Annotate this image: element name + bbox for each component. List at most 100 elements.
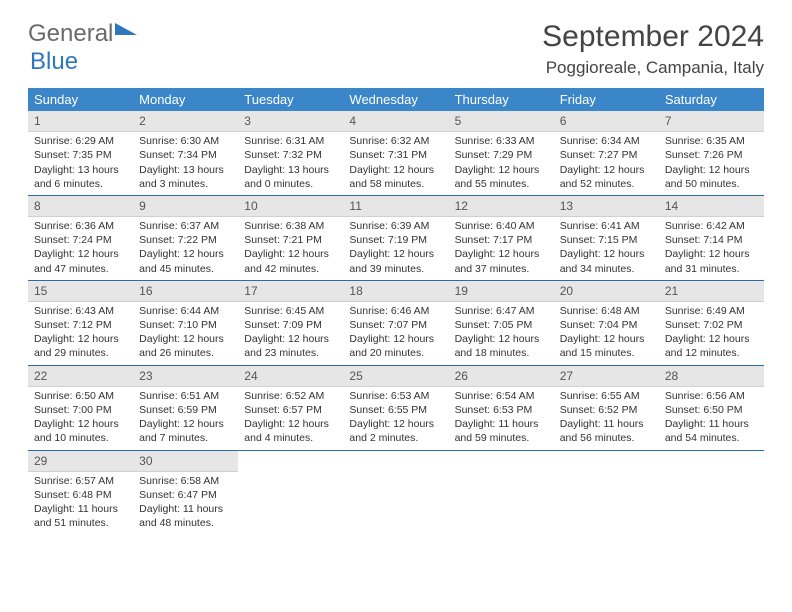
day-number: 8: [28, 196, 133, 217]
day-body: Sunrise: 6:55 AMSunset: 6:52 PMDaylight:…: [554, 387, 659, 450]
sunset-text: Sunset: 7:14 PM: [665, 233, 758, 247]
calendar-day: 29Sunrise: 6:57 AMSunset: 6:48 PMDayligh…: [28, 450, 133, 534]
day-body: Sunrise: 6:30 AMSunset: 7:34 PMDaylight:…: [133, 132, 238, 195]
calendar-day: 4Sunrise: 6:32 AMSunset: 7:31 PMDaylight…: [343, 111, 448, 195]
day-header: Sunday: [28, 88, 133, 111]
sunset-text: Sunset: 7:32 PM: [244, 148, 337, 162]
calendar-empty: [238, 450, 343, 534]
calendar-day: 17Sunrise: 6:45 AMSunset: 7:09 PMDayligh…: [238, 280, 343, 365]
calendar-day: 9Sunrise: 6:37 AMSunset: 7:22 PMDaylight…: [133, 195, 238, 280]
calendar-day: 2Sunrise: 6:30 AMSunset: 7:34 PMDaylight…: [133, 111, 238, 195]
sunrise-text: Sunrise: 6:50 AM: [34, 389, 127, 403]
calendar-day: 5Sunrise: 6:33 AMSunset: 7:29 PMDaylight…: [449, 111, 554, 195]
daylight-text: Daylight: 12 hours and 23 minutes.: [244, 332, 337, 360]
calendar-day: 21Sunrise: 6:49 AMSunset: 7:02 PMDayligh…: [659, 280, 764, 365]
sunset-text: Sunset: 7:19 PM: [349, 233, 442, 247]
calendar-day: 24Sunrise: 6:52 AMSunset: 6:57 PMDayligh…: [238, 365, 343, 450]
sunset-text: Sunset: 7:05 PM: [455, 318, 548, 332]
day-body: Sunrise: 6:33 AMSunset: 7:29 PMDaylight:…: [449, 132, 554, 195]
calendar-day: 30Sunrise: 6:58 AMSunset: 6:47 PMDayligh…: [133, 450, 238, 534]
sunset-text: Sunset: 7:27 PM: [560, 148, 653, 162]
daylight-text: Daylight: 12 hours and 58 minutes.: [349, 163, 442, 191]
sunset-text: Sunset: 7:31 PM: [349, 148, 442, 162]
day-body: Sunrise: 6:57 AMSunset: 6:48 PMDaylight:…: [28, 472, 133, 535]
sunrise-text: Sunrise: 6:43 AM: [34, 304, 127, 318]
sunrise-text: Sunrise: 6:40 AM: [455, 219, 548, 233]
month-title: September 2024: [542, 20, 764, 54]
calendar-empty: [449, 450, 554, 534]
day-body: Sunrise: 6:53 AMSunset: 6:55 PMDaylight:…: [343, 387, 448, 450]
day-body: Sunrise: 6:52 AMSunset: 6:57 PMDaylight:…: [238, 387, 343, 450]
sunset-text: Sunset: 6:47 PM: [139, 488, 232, 502]
sunrise-text: Sunrise: 6:37 AM: [139, 219, 232, 233]
day-number: 29: [28, 451, 133, 472]
sunset-text: Sunset: 7:24 PM: [34, 233, 127, 247]
calendar-day: 8Sunrise: 6:36 AMSunset: 7:24 PMDaylight…: [28, 195, 133, 280]
calendar-day: 6Sunrise: 6:34 AMSunset: 7:27 PMDaylight…: [554, 111, 659, 195]
day-body: Sunrise: 6:42 AMSunset: 7:14 PMDaylight:…: [659, 217, 764, 280]
sunset-text: Sunset: 7:12 PM: [34, 318, 127, 332]
day-body: Sunrise: 6:32 AMSunset: 7:31 PMDaylight:…: [343, 132, 448, 195]
day-number: 28: [659, 366, 764, 387]
sunrise-text: Sunrise: 6:58 AM: [139, 474, 232, 488]
daylight-text: Daylight: 11 hours and 51 minutes.: [34, 502, 127, 530]
daylight-text: Daylight: 12 hours and 50 minutes.: [665, 163, 758, 191]
day-body: Sunrise: 6:35 AMSunset: 7:26 PMDaylight:…: [659, 132, 764, 195]
day-body: Sunrise: 6:40 AMSunset: 7:17 PMDaylight:…: [449, 217, 554, 280]
calendar-day: 20Sunrise: 6:48 AMSunset: 7:04 PMDayligh…: [554, 280, 659, 365]
logo: General: [28, 20, 137, 48]
day-number: 7: [659, 111, 764, 132]
sunset-text: Sunset: 6:53 PM: [455, 403, 548, 417]
day-body: Sunrise: 6:48 AMSunset: 7:04 PMDaylight:…: [554, 302, 659, 365]
daylight-text: Daylight: 12 hours and 42 minutes.: [244, 247, 337, 275]
day-number: 10: [238, 196, 343, 217]
daylight-text: Daylight: 12 hours and 45 minutes.: [139, 247, 232, 275]
day-number: 21: [659, 281, 764, 302]
day-body: Sunrise: 6:46 AMSunset: 7:07 PMDaylight:…: [343, 302, 448, 365]
day-number: 11: [343, 196, 448, 217]
sunrise-text: Sunrise: 6:57 AM: [34, 474, 127, 488]
calendar-week: 1Sunrise: 6:29 AMSunset: 7:35 PMDaylight…: [28, 111, 764, 195]
day-number: 15: [28, 281, 133, 302]
calendar-week: 29Sunrise: 6:57 AMSunset: 6:48 PMDayligh…: [28, 450, 764, 534]
sunrise-text: Sunrise: 6:32 AM: [349, 134, 442, 148]
day-header-row: SundayMondayTuesdayWednesdayThursdayFrid…: [28, 88, 764, 111]
day-body: Sunrise: 6:44 AMSunset: 7:10 PMDaylight:…: [133, 302, 238, 365]
calendar-day: 26Sunrise: 6:54 AMSunset: 6:53 PMDayligh…: [449, 365, 554, 450]
calendar-day: 14Sunrise: 6:42 AMSunset: 7:14 PMDayligh…: [659, 195, 764, 280]
calendar-table: SundayMondayTuesdayWednesdayThursdayFrid…: [28, 88, 764, 534]
sunrise-text: Sunrise: 6:38 AM: [244, 219, 337, 233]
daylight-text: Daylight: 13 hours and 0 minutes.: [244, 163, 337, 191]
day-number: 14: [659, 196, 764, 217]
daylight-text: Daylight: 12 hours and 52 minutes.: [560, 163, 653, 191]
daylight-text: Daylight: 12 hours and 20 minutes.: [349, 332, 442, 360]
location: Poggioreale, Campania, Italy: [542, 58, 764, 78]
daylight-text: Daylight: 13 hours and 6 minutes.: [34, 163, 127, 191]
sunrise-text: Sunrise: 6:48 AM: [560, 304, 653, 318]
day-number: 22: [28, 366, 133, 387]
calendar-day: 10Sunrise: 6:38 AMSunset: 7:21 PMDayligh…: [238, 195, 343, 280]
day-body: Sunrise: 6:38 AMSunset: 7:21 PMDaylight:…: [238, 217, 343, 280]
daylight-text: Daylight: 12 hours and 39 minutes.: [349, 247, 442, 275]
sunset-text: Sunset: 7:02 PM: [665, 318, 758, 332]
sunset-text: Sunset: 7:34 PM: [139, 148, 232, 162]
sunset-text: Sunset: 7:22 PM: [139, 233, 232, 247]
daylight-text: Daylight: 12 hours and 34 minutes.: [560, 247, 653, 275]
day-number: 24: [238, 366, 343, 387]
daylight-text: Daylight: 12 hours and 2 minutes.: [349, 417, 442, 445]
sunrise-text: Sunrise: 6:41 AM: [560, 219, 653, 233]
daylight-text: Daylight: 12 hours and 12 minutes.: [665, 332, 758, 360]
day-number: 20: [554, 281, 659, 302]
sunrise-text: Sunrise: 6:36 AM: [34, 219, 127, 233]
calendar-day: 18Sunrise: 6:46 AMSunset: 7:07 PMDayligh…: [343, 280, 448, 365]
sunrise-text: Sunrise: 6:33 AM: [455, 134, 548, 148]
sunset-text: Sunset: 7:00 PM: [34, 403, 127, 417]
day-body: Sunrise: 6:34 AMSunset: 7:27 PMDaylight:…: [554, 132, 659, 195]
sunset-text: Sunset: 7:17 PM: [455, 233, 548, 247]
sunrise-text: Sunrise: 6:54 AM: [455, 389, 548, 403]
day-number: 12: [449, 196, 554, 217]
day-number: 2: [133, 111, 238, 132]
day-body: Sunrise: 6:58 AMSunset: 6:47 PMDaylight:…: [133, 472, 238, 535]
daylight-text: Daylight: 11 hours and 54 minutes.: [665, 417, 758, 445]
sunrise-text: Sunrise: 6:52 AM: [244, 389, 337, 403]
